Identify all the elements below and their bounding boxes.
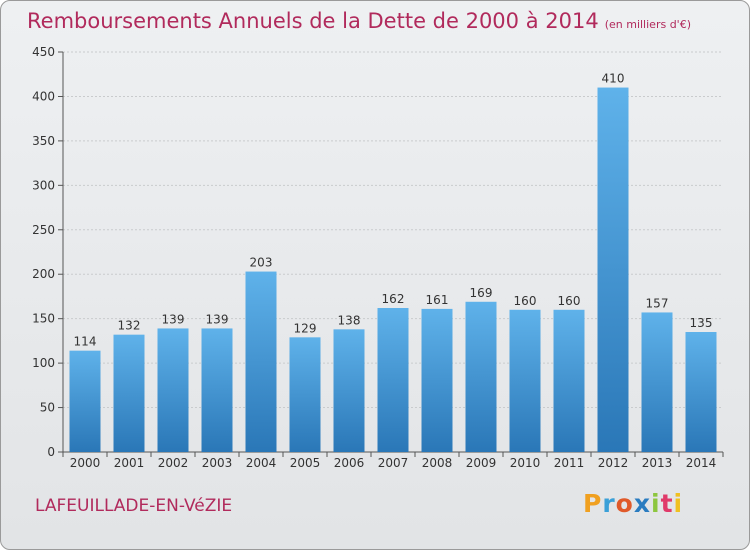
y-tick-label: 450 — [32, 45, 55, 59]
bar-2011 — [553, 309, 585, 452]
bar-2012 — [597, 87, 629, 453]
bar-2002 — [157, 328, 189, 452]
y-tick-label: 150 — [32, 312, 55, 326]
y-tick-label: 0 — [47, 445, 55, 459]
y-tick-label: 50 — [40, 401, 55, 415]
brand-letter: r — [602, 489, 616, 518]
bar-2006 — [333, 329, 365, 452]
x-tick-label: 2005 — [290, 456, 321, 470]
bar-2007 — [377, 308, 409, 452]
value-label: 135 — [690, 316, 713, 330]
x-tick-label: 2003 — [202, 456, 233, 470]
bar-2005 — [289, 337, 321, 452]
value-label: 203 — [250, 256, 273, 270]
commune-name: LAFEUILLADE-EN-VéZIE — [35, 496, 233, 516]
bar-2003 — [201, 328, 233, 452]
value-label: 139 — [162, 312, 185, 326]
x-tick-label: 2008 — [422, 456, 453, 470]
brand-letter: P — [583, 489, 603, 518]
x-tick-label: 2002 — [158, 456, 189, 470]
bar-2009 — [465, 301, 497, 452]
x-tick-label: 2012 — [598, 456, 629, 470]
y-tick-label: 200 — [32, 267, 55, 281]
x-tick-label: 2007 — [378, 456, 409, 470]
x-tick-label: 2010 — [510, 456, 541, 470]
brand-letter: i — [651, 489, 661, 518]
x-tick-label: 2006 — [334, 456, 365, 470]
bar-2001 — [113, 334, 145, 452]
proxiti-logo: Proxiti — [583, 489, 683, 518]
bar-2004 — [245, 271, 277, 452]
value-label: 160 — [514, 294, 537, 308]
value-label: 169 — [470, 286, 493, 300]
bar-2000 — [69, 350, 101, 452]
chart-title: Remboursements Annuels de la Dette de 20… — [27, 9, 691, 33]
bar-2014 — [685, 332, 717, 452]
x-tick-label: 2000 — [70, 456, 101, 470]
bar-2008 — [421, 308, 453, 452]
value-label: 157 — [646, 296, 669, 310]
unit-label: (en milliers d'€) — [604, 18, 691, 31]
x-tick-label: 2011 — [554, 456, 585, 470]
value-label: 161 — [426, 293, 449, 307]
title-text: Remboursements Annuels de la Dette de 20… — [27, 9, 599, 33]
y-tick-label: 350 — [32, 134, 55, 148]
value-label: 139 — [206, 312, 229, 326]
bar-2013 — [641, 312, 673, 452]
y-tick-label: 100 — [32, 356, 55, 370]
value-label: 410 — [602, 72, 625, 86]
x-tick-label: 2001 — [114, 456, 145, 470]
brand-letter: t — [660, 489, 674, 518]
brand-letter: o — [615, 489, 634, 518]
x-tick-label: 2013 — [642, 456, 673, 470]
value-label: 162 — [382, 292, 405, 306]
y-tick-label: 300 — [32, 178, 55, 192]
value-label: 138 — [338, 313, 361, 327]
value-label: 132 — [118, 319, 141, 333]
x-tick-label: 2009 — [466, 456, 497, 470]
value-label: 129 — [294, 321, 317, 335]
y-tick-label: 250 — [32, 223, 55, 237]
bar-2010 — [509, 309, 541, 452]
x-tick-label: 2004 — [246, 456, 277, 470]
y-tick-label: 400 — [32, 89, 55, 103]
brand-letter: i — [673, 489, 684, 518]
value-label: 114 — [74, 335, 97, 349]
x-tick-label: 2014 — [686, 456, 717, 470]
value-label: 160 — [558, 294, 581, 308]
brand-letter: x — [633, 489, 651, 518]
